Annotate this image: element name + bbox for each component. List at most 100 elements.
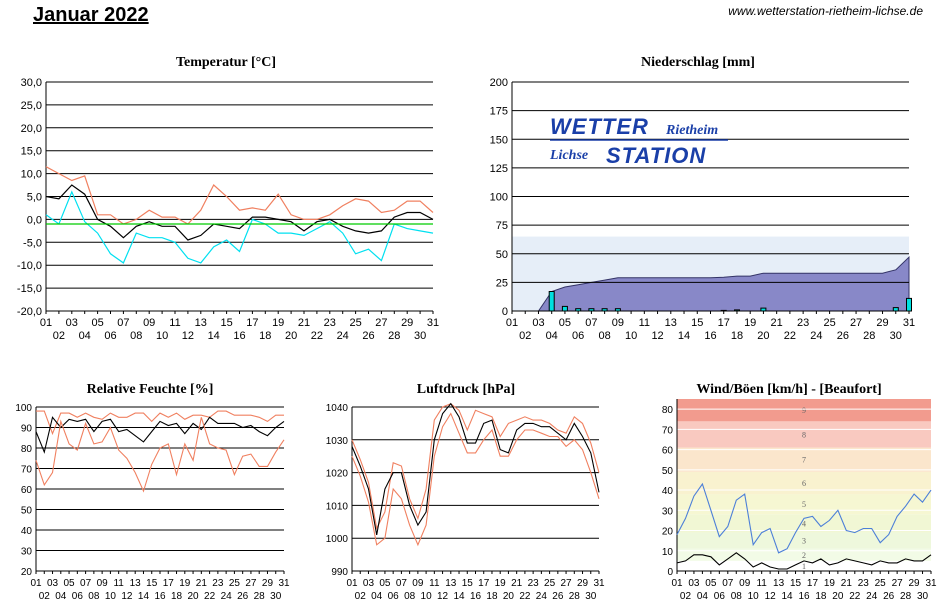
precipitation-xtick-label: 30 [890,330,902,342]
precipitation-xtick-label: 05 [559,317,571,329]
wind-ytick: 20 [662,527,674,538]
precipitation-cumulative-area [512,256,910,312]
humidity-xtick-label: 03 [47,578,59,589]
precipitation-xtick-label: 08 [599,330,611,342]
wind-ytick: 80 [662,405,674,416]
wind-ytick: 10 [662,547,674,558]
wind-ytick: 60 [662,446,674,457]
wind-beaufort-band [677,560,931,571]
pressure-xtick-label: 15 [462,578,474,589]
pressure-xtick-label: 23 [528,578,540,589]
wind-xtick-label: 05 [705,578,717,589]
temperature-ytick: -15,0 [17,283,42,295]
precipitation-bar [561,305,568,312]
precipitation-xtick-label: 04 [546,330,558,342]
precipitation-xtick-label: 22 [784,330,796,342]
pressure-min-line [351,412,600,547]
humidity-title: Relative Feuchte [%] [87,382,214,397]
wind-xtick-label: 12 [765,591,777,602]
temperature-xtick-label: 03 [66,317,78,329]
humidity-xtick-label: 18 [171,591,183,602]
site-url: www.wetterstation-rietheim-lichse.de [728,4,923,18]
wind-beaufort-label: 9 [802,406,806,415]
wind-xtick-label: 25 [875,578,887,589]
wind-ytick: 70 [662,425,674,436]
temperature-xtick-label: 25 [349,317,361,329]
wind-xtick-label: 10 [748,591,760,602]
pressure-xtick-label: 31 [593,578,605,589]
precipitation-xtick-label: 20 [757,330,769,342]
logo-word-station: STATION [606,143,706,168]
temperature-ytick: 25,0 [21,100,42,112]
pressure-xtick-label: 17 [478,578,490,589]
precipitation-xtick-label: 12 [651,330,663,342]
pressure-xtick-label: 27 [561,578,573,589]
temperature-min-line [45,190,434,264]
humidity-xtick-label: 08 [88,591,100,602]
precipitation-xtick-label: 23 [797,317,809,329]
pressure-xtick-label: 20 [503,591,515,602]
humidity-xtick-label: 14 [138,591,150,602]
precipitation-xtick-label: 02 [519,330,531,342]
precipitation-ytick: 75 [496,220,508,232]
wind-beaufort-label: 3 [802,537,806,546]
precipitation-ytick: 175 [490,106,508,118]
wind-ytick: 50 [662,466,674,477]
precipitation-xtick-label: 01 [506,317,518,329]
wind-xtick-label: 08 [731,591,743,602]
humidity-xtick-label: 29 [262,578,274,589]
wind-beaufort-band [677,494,931,515]
temperature-xtick-label: 02 [53,330,65,342]
humidity-xtick-label: 11 [113,578,124,589]
wind-beaufort-band [677,447,931,472]
precipitation-ytick: 25 [496,277,508,289]
wind-xtick-label: 26 [883,591,895,602]
temperature-ytick: 5,0 [27,192,42,204]
temperature-xtick-label: 18 [259,330,271,342]
humidity-ytick: 60 [21,485,33,496]
wind-beaufort-label: 5 [802,500,806,509]
humidity-xtick-label: 25 [229,578,241,589]
precipitation-xtick-label: 11 [639,317,650,329]
humidity-ytick: 40 [21,526,33,537]
pressure-xtick-label: 03 [363,578,375,589]
precipitation-xtick-label: 17 [718,317,730,329]
precipitation-xtick-label: 21 [771,317,783,329]
wind-xtick-label: 28 [900,591,912,602]
humidity-min-line [35,417,285,493]
humidity-xtick-label: 17 [163,578,175,589]
pressure-xtick-label: 07 [396,578,408,589]
precipitation-xtick-label: 28 [863,330,875,342]
temperature-ytick: 30,0 [21,77,42,89]
precipitation-bar [588,308,595,312]
temperature-xtick-label: 12 [182,330,194,342]
wind-beaufort-label: 2 [802,551,806,560]
precipitation-xtick-label: 14 [678,330,690,342]
humidity-xtick-label: 06 [72,591,84,602]
humidity-ytick: 70 [21,465,33,476]
humidity-ytick: 80 [21,444,33,455]
pressure-ytick: 1000 [326,534,349,545]
precipitation-bar [548,291,555,312]
precipitation-xtick-label: 29 [876,317,888,329]
pressure-ytick: 1010 [326,501,349,512]
wind-xtick-label: 01 [671,578,683,589]
pressure-xtick-label: 22 [519,591,531,602]
precipitation-xtick-label: 31 [903,317,915,329]
pressure-xtick-label: 28 [569,591,581,602]
pressure-xtick-label: 18 [486,591,498,602]
wind-xtick-label: 20 [832,591,844,602]
humidity-xtick-label: 26 [237,591,249,602]
wind-xtick-label: 19 [824,578,836,589]
precipitation-xtick-label: 16 [704,330,716,342]
wind-xtick-label: 09 [739,578,751,589]
pressure-xtick-label: 14 [453,591,465,602]
temperature-xtick-label: 01 [40,317,52,329]
temperature-xtick-label: 27 [375,317,387,329]
temperature-xtick-label: 04 [79,330,91,342]
logo-word-wetter: WETTER [550,114,649,139]
pressure-xtick-label: 02 [355,591,367,602]
precipitation-ytick: 150 [490,134,508,146]
temperature-xtick-label: 19 [272,317,284,329]
